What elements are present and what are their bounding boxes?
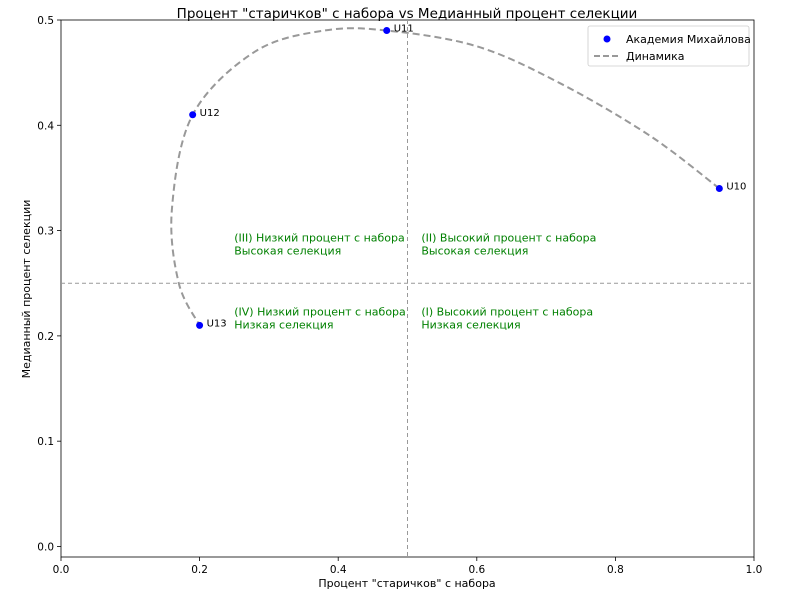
x-tick-label: 1.0	[746, 564, 763, 576]
quadrant-label-q1-line2: Низкая селекция	[421, 318, 520, 331]
quadrant-label-q2-line2: Высокая селекция	[421, 245, 528, 258]
y-tick-label: 0.3	[37, 226, 54, 238]
y-tick-label: 0.1	[37, 436, 54, 448]
x-axis-ticks: 0.0 0.2 0.4 0.6 0.8 1.0	[53, 557, 763, 576]
legend: Академия Михайлова Динамика	[587, 25, 751, 67]
y-tick-label: 0.2	[37, 331, 54, 343]
legend-marker-scatter	[603, 35, 611, 43]
reference-lines	[61, 20, 754, 557]
quadrant-label-q3-line1: (III) Низкий процент с набора	[234, 232, 405, 245]
y-axis-ticks: 0.0 0.1 0.2 0.3 0.4 0.5	[37, 15, 61, 553]
data-point-u10	[715, 184, 723, 192]
x-tick-label: 0.2	[191, 564, 208, 576]
dynamic-line	[170, 27, 720, 326]
quadrant-label-q2-line1: (II) Высокий процент с набора	[421, 232, 596, 245]
point-label-u10: U10	[726, 181, 746, 192]
legend-label-line: Динамика	[626, 50, 685, 63]
point-labels: U10 U11 U12 U13	[200, 24, 747, 330]
x-tick-label: 0.6	[468, 564, 485, 576]
x-tick-label: 0.0	[53, 564, 70, 576]
data-point-u12	[189, 111, 197, 119]
chart-title: Процент "старичков" с набора vs Медианны…	[177, 6, 638, 22]
x-tick-label: 0.8	[607, 564, 624, 576]
y-axis-label: Медианный процент селекции	[20, 200, 33, 379]
quadrant-label-q3-line2: Высокая селекция	[234, 245, 341, 258]
legend-box	[587, 25, 750, 67]
y-tick-label: 0.4	[37, 120, 54, 132]
point-label-u12: U12	[200, 108, 220, 119]
x-tick-label: 0.4	[330, 564, 347, 576]
dynamic-curve	[170, 27, 720, 326]
x-axis-label: Процент "старичков" с набора	[318, 577, 495, 590]
data-point-u13	[196, 321, 204, 329]
data-points	[189, 27, 723, 329]
legend-label-scatter: Академия Михайлова	[626, 33, 751, 46]
y-tick-label: 0.0	[37, 541, 54, 553]
quadrant-label-q4-line2: Низкая селекция	[234, 318, 333, 331]
y-tick-label: 0.5	[37, 15, 54, 27]
data-point-u11	[383, 27, 391, 35]
point-label-u11: U11	[394, 24, 414, 35]
point-label-u13: U13	[207, 318, 227, 329]
quadrant-label-q4-line1: (IV) Низкий процент с набора	[234, 305, 406, 318]
quadrant-label-q1-line1: (I) Высокий процент с набора	[421, 305, 593, 318]
